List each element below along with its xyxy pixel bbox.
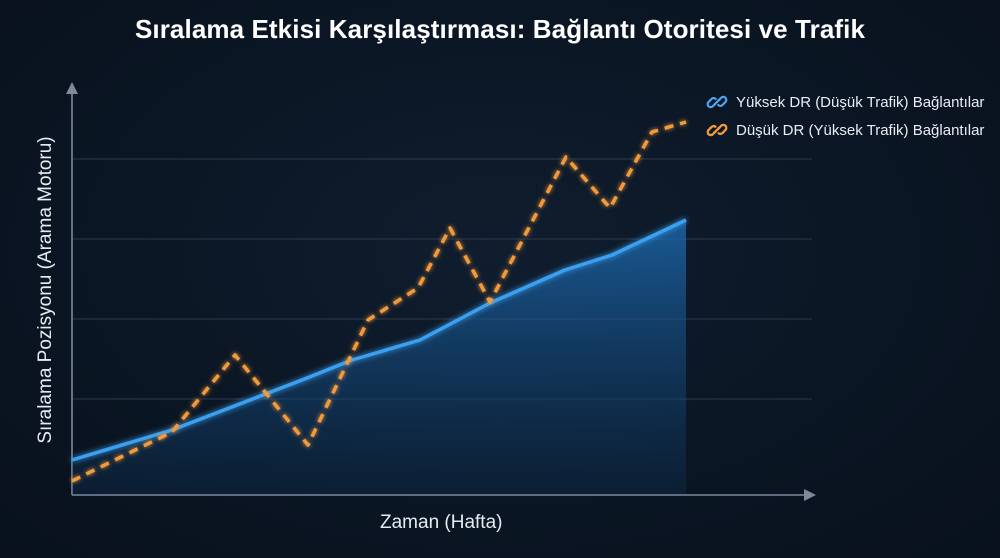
series-low-dr-line [71,120,687,483]
chart-title: Sıralama Etkisi Karşılaştırması: Bağlant… [134,14,866,44]
legend-item-high-dr: Yüksek DR (Düşük Trafik) Bağlantılar [706,88,984,116]
legend-label-low-dr: Düşük DR (Yüksek Trafik) Bağlantılar [736,121,985,139]
link-icon [706,95,728,109]
legend: Yüksek DR (Düşük Trafik) Bağlantılar Düş… [706,88,984,144]
series-high-dr-line [71,218,687,462]
y-axis-label: Sıralama Pozisyonu (Arama Motoru) [35,136,56,444]
y-axis-arrow-icon [66,82,78,94]
x-axis-label: Zaman (Hafta) [380,512,503,533]
broken-link-icon [706,123,728,137]
legend-item-low-dr: Düşük DR (Yüksek Trafik) Bağlantılar [706,116,984,144]
x-axis-arrow-icon [804,489,816,501]
series-high-dr-area [72,220,686,494]
legend-label-high-dr: Yüksek DR (Düşük Trafik) Bağlantılar [736,93,985,111]
axes [66,82,816,501]
